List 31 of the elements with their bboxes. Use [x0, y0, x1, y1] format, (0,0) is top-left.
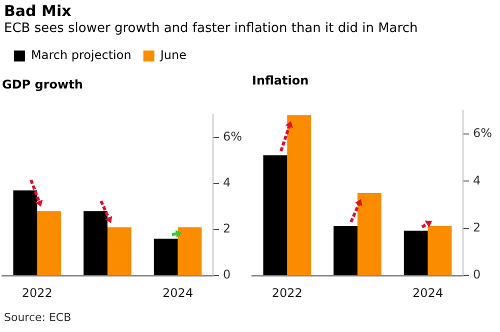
y-tick-label: 2: [222, 222, 231, 236]
bar: [334, 226, 358, 276]
x-tick-label: 2024: [412, 286, 444, 300]
x-tick-label: 2022: [272, 286, 302, 300]
bar: [287, 115, 312, 276]
source-note: Source: ECB: [4, 311, 72, 324]
y-tick-label: 2: [472, 220, 481, 235]
bar: [107, 227, 132, 276]
y-tick-label: 4: [472, 173, 481, 188]
bar: [404, 230, 428, 276]
chart-title: Inflation: [252, 73, 309, 88]
bar: [263, 155, 288, 276]
x-tick-label: 2024: [162, 286, 194, 300]
text: ECB sees slower growth and faster inflation than it did in March: [4, 21, 418, 36]
chart-title: GDP growth: [2, 77, 83, 92]
bar: [357, 193, 382, 276]
bar: [84, 211, 108, 276]
bar: [37, 211, 62, 276]
legend-label: June: [159, 48, 186, 62]
bar: [178, 227, 202, 276]
x-tick-label: 2022: [22, 286, 52, 300]
y-tick-label: 0: [472, 268, 481, 282]
text: Bad Mix: [4, 2, 72, 20]
bar: [428, 226, 452, 276]
legend-label: March projection: [31, 48, 132, 62]
y-tick-label: 6%: [472, 126, 492, 140]
bar: [13, 190, 38, 276]
y-tick-label: 0: [222, 268, 231, 282]
y-tick-label: 6%: [222, 130, 242, 144]
y-tick-label: 4: [222, 176, 231, 190]
bar: [154, 238, 178, 276]
